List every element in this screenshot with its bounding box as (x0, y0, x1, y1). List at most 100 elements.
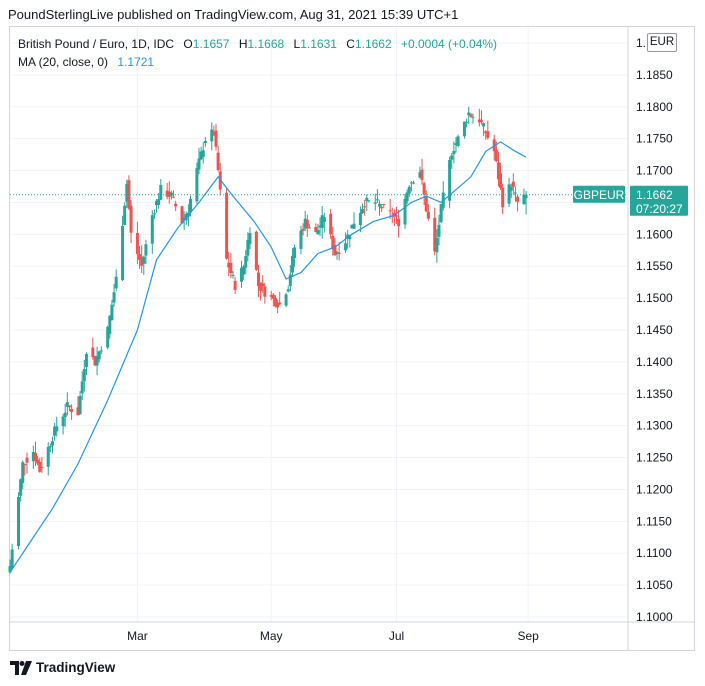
candle-body (239, 267, 243, 282)
price-badge-value: 1.1662 (636, 188, 673, 202)
candle-body (397, 218, 401, 227)
close-label: C (346, 37, 355, 51)
candle-body (210, 129, 214, 142)
candle-body (507, 184, 511, 204)
candle-body (420, 169, 424, 180)
y-tick-label: 1.1450 (636, 323, 673, 337)
candle-body (82, 368, 86, 382)
candle-body (127, 180, 131, 209)
candle-body (197, 158, 201, 170)
candle-body (373, 202, 377, 204)
y-tick-label: 1.1250 (636, 451, 673, 465)
symbol-badge-label: GBPEUR (574, 188, 625, 202)
candle-body (482, 123, 486, 127)
legend-ma-row[interactable]: MA (20, close, 0) 1.1721 (18, 53, 497, 71)
y-tick-label: 1.1500 (636, 291, 673, 305)
candle-body (63, 412, 67, 418)
y-tick-label: 1.1750 (636, 132, 673, 146)
candle-body (407, 186, 411, 194)
high-value: 1.1668 (247, 37, 285, 51)
candle-body (424, 195, 428, 212)
candle-body (273, 298, 277, 307)
low-label: L (293, 37, 301, 51)
y-tick-label: 1.1800 (636, 100, 673, 114)
symbol-badge-bg (573, 185, 625, 203)
candle-body (201, 150, 205, 157)
candle-body (19, 479, 23, 496)
candle-body (169, 192, 173, 196)
candle-body (450, 155, 454, 160)
candle-body (361, 208, 365, 214)
candle-body (142, 256, 146, 264)
change-value: +0.0004 (+0.04%) (400, 37, 498, 51)
candle-body (403, 198, 407, 225)
candle-body (437, 224, 441, 237)
candle-body (522, 194, 526, 205)
candle-body (365, 197, 369, 201)
candle-body (125, 183, 129, 202)
y-tick-label: 1.1150 (636, 514, 672, 528)
candle-body (135, 232, 139, 254)
candle-body (409, 182, 413, 184)
price-badge-countdown: 07:20:27 (636, 202, 683, 216)
candle-body (448, 159, 452, 201)
candle-body (172, 196, 176, 198)
candle-body (263, 286, 267, 297)
candle-body (36, 459, 40, 464)
currency-badge[interactable]: EUR (647, 33, 677, 52)
candle-body (344, 243, 348, 251)
header-published: PoundSterlingLive published on TradingVi… (8, 7, 459, 22)
candle-body (337, 252, 341, 254)
candle-body (106, 327, 110, 348)
candle-body (358, 212, 362, 226)
candle-body (246, 239, 250, 256)
legend-ohlc-row: British Pound / Euro, 1D, IDC O1.1657 H1… (18, 35, 497, 53)
candle-body (256, 272, 260, 287)
candle-body (307, 227, 311, 229)
footer-logo[interactable]: TradingView (10, 660, 115, 675)
candle-body (167, 191, 171, 197)
candle-body (108, 315, 112, 334)
candle-body (31, 452, 35, 462)
chart-legend: British Pound / Euro, 1D, IDC O1.1657 H1… (18, 35, 497, 71)
candle-body (435, 237, 439, 253)
candle-body (16, 497, 20, 547)
candle-body (38, 461, 42, 472)
y-tick-label: 1.1400 (636, 355, 673, 369)
candle-body (21, 462, 25, 483)
candle-body (8, 566, 12, 573)
low-value: 1.1631 (300, 37, 337, 51)
candle-body (380, 206, 384, 209)
candle-body (329, 213, 333, 235)
candle-body (496, 162, 500, 180)
candle-body (418, 172, 422, 178)
candle-body (479, 120, 483, 123)
candle-body (288, 274, 292, 287)
candle-body (509, 186, 513, 191)
candle-body (150, 215, 154, 244)
candle-body (159, 184, 163, 200)
candle-body (331, 235, 335, 250)
candle-body (412, 182, 416, 184)
candle-body (189, 198, 193, 213)
candle-body (316, 230, 320, 235)
candle-body (152, 213, 156, 215)
candle-body (144, 244, 148, 256)
y-tick-label: 1.1550 (636, 259, 673, 273)
candle-body (97, 351, 101, 360)
candle-body (286, 289, 290, 292)
candle-body (511, 181, 515, 187)
candle-body (233, 280, 237, 290)
candle-body (494, 149, 498, 162)
candle-body (129, 205, 133, 233)
candle-body (405, 192, 409, 202)
candle-body (484, 131, 488, 134)
candle-body (284, 294, 288, 306)
candle-body (314, 227, 318, 233)
candle-body (433, 217, 437, 252)
candle-body (335, 252, 339, 254)
candle-body (395, 215, 399, 217)
candle-body (93, 356, 97, 366)
candle-body (269, 295, 273, 297)
